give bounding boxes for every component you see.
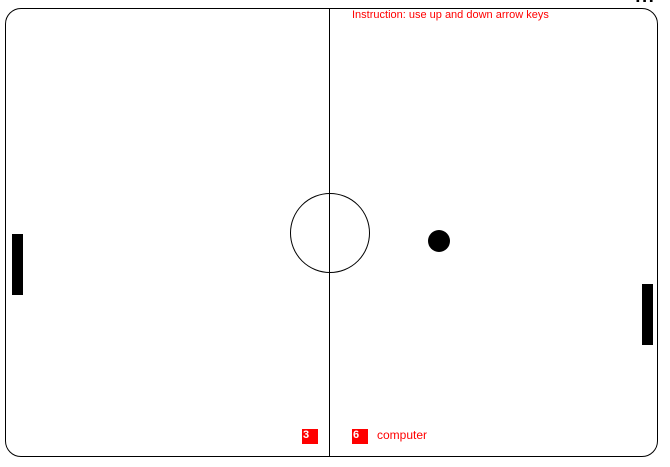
player-paddle[interactable] <box>12 234 23 295</box>
center-circle <box>290 193 370 273</box>
computer-paddle <box>642 284 653 345</box>
player-score: 3 <box>302 429 318 444</box>
instruction-text: Instruction: use up and down arrow keys <box>352 9 549 21</box>
corner-mark: ... <box>635 0 670 4</box>
computer-score: 6 <box>352 429 368 444</box>
computer-label: computer <box>377 428 428 442</box>
ball <box>428 230 450 252</box>
